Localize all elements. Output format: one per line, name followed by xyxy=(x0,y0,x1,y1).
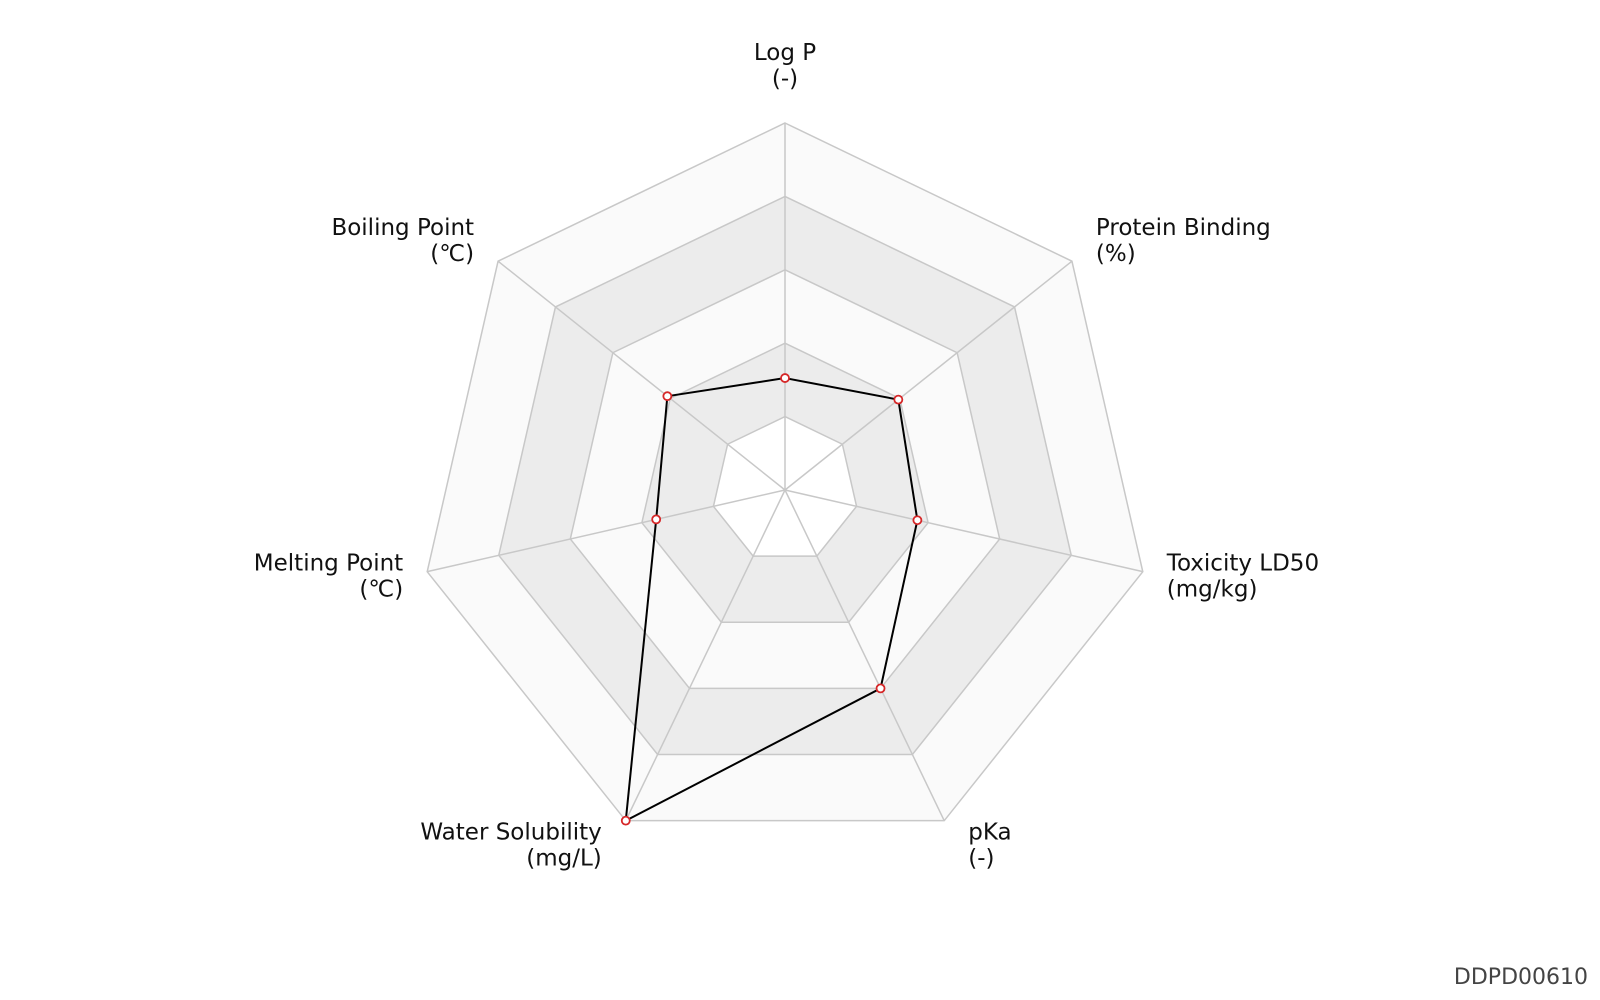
data-point xyxy=(620,815,631,826)
spoke xyxy=(784,489,945,821)
axis-unit: (%) xyxy=(1096,241,1136,267)
axis-label: pKa xyxy=(968,820,1011,846)
axis-label: Protein Binding xyxy=(1096,215,1271,241)
data-point xyxy=(651,514,662,525)
data-point xyxy=(893,394,904,405)
spoke xyxy=(784,260,1073,491)
axis-unit: (mg/L) xyxy=(526,846,602,872)
axis-label: Boiling Point xyxy=(331,215,474,241)
axis-label: Melting Point xyxy=(254,551,403,577)
axis-unit: (℃) xyxy=(359,577,403,603)
axis-label: Water Solubility xyxy=(420,820,601,846)
axis-unit: (℃) xyxy=(430,241,474,267)
series-line xyxy=(624,377,919,823)
data-point xyxy=(662,391,673,402)
data-point xyxy=(780,373,790,383)
axis-unit: (-) xyxy=(772,66,798,92)
axis-label: Toxicity LD50 xyxy=(1166,551,1319,577)
spoke xyxy=(427,489,786,573)
axis-unit: (-) xyxy=(968,846,994,872)
spoke xyxy=(497,260,786,491)
axis-label: Log P xyxy=(754,40,816,66)
watermark: DDPD00610 xyxy=(1454,965,1588,990)
spoke xyxy=(784,489,1143,573)
data-point xyxy=(875,683,886,694)
axis-unit: (mg/kg) xyxy=(1167,577,1258,603)
spoke xyxy=(625,489,786,821)
data-point xyxy=(912,515,923,526)
